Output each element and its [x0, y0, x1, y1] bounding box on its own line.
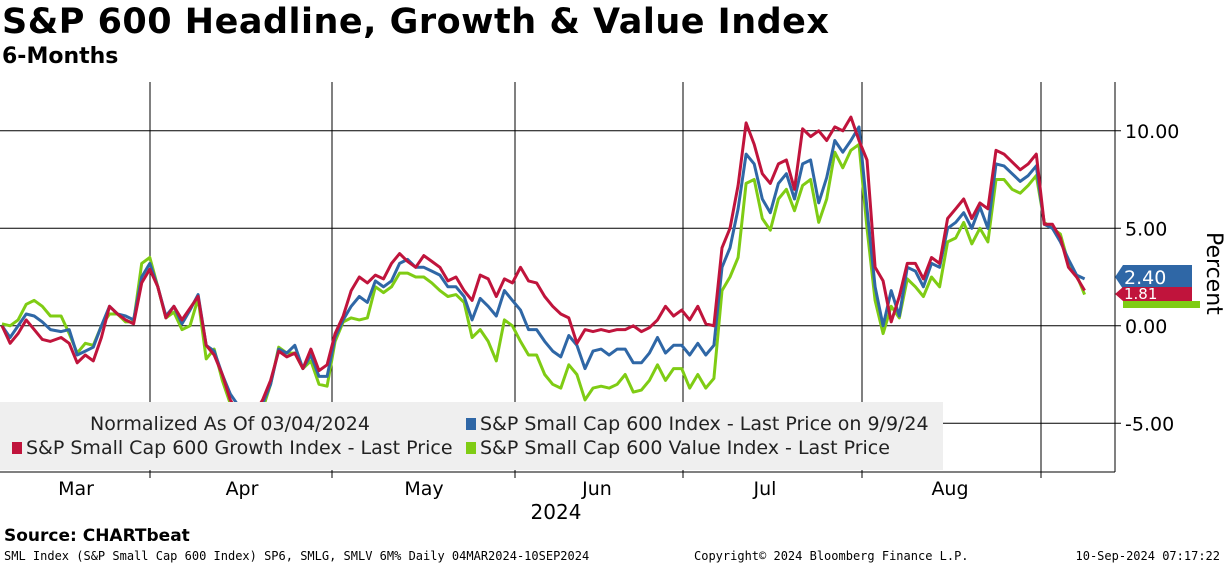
x-tick-label: Jun [581, 478, 612, 500]
series-line [0, 125, 1086, 421]
series-line [0, 115, 1086, 423]
y-tick-label: 5.00 [1125, 218, 1167, 240]
legend-label-index: S&P Small Cap 600 Index - Last Price on … [480, 413, 929, 435]
legend-swatch-growth [12, 442, 22, 454]
footer-timestamp: 10-Sep-2024 07:17:22 [1075, 549, 1221, 563]
y-tick-label: -5.00 [1125, 413, 1174, 435]
last-value-tag [1115, 265, 1192, 289]
x-tick-label: Apr [226, 478, 259, 500]
legend [0, 402, 943, 470]
legend-item-growth: S&P Small Cap 600 Growth Index - Last Pr… [12, 437, 453, 459]
y-tick-label: 10.00 [1125, 121, 1179, 143]
footer-copyright: Copyright© 2024 Bloomberg Finance L.P. [694, 549, 969, 563]
legend-label-growth: S&P Small Cap 600 Growth Index - Last Pr… [26, 437, 453, 459]
y-axis-label: Percent [1201, 232, 1224, 315]
last-value-tag [1115, 287, 1192, 301]
source-note: Source: CHARTbeat [4, 526, 190, 546]
last-value-label: 1.81 [1124, 285, 1157, 303]
x-tick-label: May [404, 478, 443, 500]
x-axis-label: 2024 [531, 500, 582, 524]
last-value-label: 2.40 [1124, 267, 1166, 289]
x-tick-label: Aug [931, 478, 968, 500]
x-tick-label: Jul [753, 478, 777, 500]
legend-normalization-note: Normalized As Of 03/04/2024 [90, 413, 370, 435]
chart-subtitle: 6-Months [2, 44, 119, 69]
x-tick-label: Mar [58, 478, 94, 500]
legend-item-value: S&P Small Cap 600 Value Index - Last Pri… [466, 437, 890, 459]
legend-swatch-value [466, 442, 476, 454]
chart-title: S&P 600 Headline, Growth & Value Index [2, 2, 830, 42]
y-tick-label: 0.00 [1125, 316, 1167, 338]
legend-swatch-index [466, 418, 476, 430]
legend-label-value: S&P Small Cap 600 Value Index - Last Pri… [480, 437, 890, 459]
footer-series-info: SML Index (S&P Small Cap 600 Index) SP6,… [4, 549, 590, 563]
last-value-tag-value [1123, 301, 1200, 308]
legend-item-index: S&P Small Cap 600 Index - Last Price on … [466, 413, 929, 435]
